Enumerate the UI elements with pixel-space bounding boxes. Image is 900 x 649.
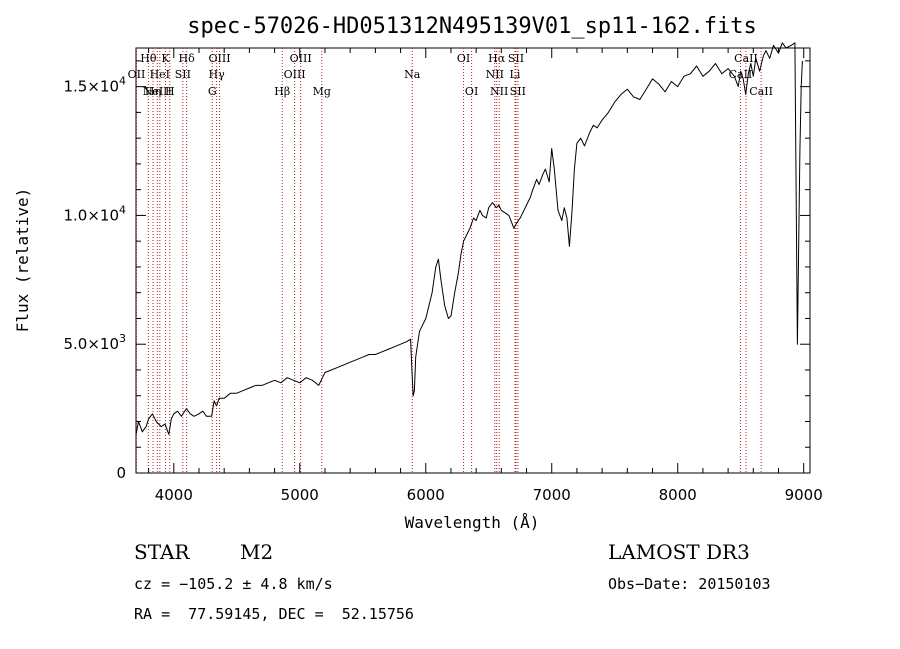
line-marker-label: CaII (749, 85, 773, 98)
line-marker-label: OII (128, 68, 146, 81)
y-axis-label: Flux (relative) (13, 188, 32, 333)
line-marker-label: Hβ (274, 85, 290, 98)
spectrum-line (135, 42, 803, 435)
line-marker-label: K (161, 52, 170, 65)
x-tick-label: 9000 (785, 486, 823, 504)
x-axis-label: Wavelength (Å) (405, 513, 540, 532)
spectrum-series (135, 42, 803, 435)
ra-dec: RA = 77.59145, DEC = 52.15756 (134, 605, 414, 623)
object-class: STAR (134, 540, 190, 564)
line-marker-label: OI (465, 85, 478, 98)
plot-frame (135, 47, 811, 474)
line-marker-label: Hα (488, 52, 506, 65)
line-marker-label: OIII (290, 52, 312, 65)
line-marker-label: Mg (313, 85, 331, 98)
y-tick-label: 1.0×104 (63, 203, 126, 224)
line-marker-label: G (208, 85, 217, 98)
y-tick-mantissa: 5.0×10 (63, 335, 119, 353)
line-marker-label: Hδ (179, 52, 196, 65)
line-marker-label: OIII (208, 52, 230, 65)
line-marker-label: SII (508, 52, 524, 65)
line-marker-label: CaII (734, 52, 758, 65)
y-tick-label: 1.5×104 (63, 75, 126, 96)
y-tick-exponent: 4 (119, 75, 126, 88)
x-tick-label: 6000 (407, 486, 445, 504)
y-tick-label: 0 (116, 464, 126, 482)
line-marker-label: Hγ (209, 68, 226, 81)
y-tick-exponent: 3 (119, 332, 126, 345)
observation-date: Obs−Date: 20150103 (608, 575, 771, 593)
y-tick-mantissa: 1.0×10 (63, 206, 119, 224)
line-marker-label: NeIII (143, 85, 172, 98)
line-marker-label: OIII (284, 68, 306, 81)
line-marker-label: HeI (150, 68, 170, 81)
y-tick-exponent: 4 (119, 203, 126, 216)
y-tick-mantissa: 1.5×10 (63, 78, 119, 96)
redshift-cz: cz = −105.2 ± 4.8 km/s (134, 575, 333, 593)
line-marker-label: NII (490, 85, 508, 98)
survey-name: LAMOST DR3 (608, 540, 750, 564)
line-marker-label: SII (175, 68, 191, 81)
spectral-line-markers: OIIHθHηNeIIIHeIKHSIIHδGHγOIIIHβOIIIOIIIM… (128, 48, 773, 473)
axis-ticks: 4000 5000 6000 7000 8000 900005.0×1031.0×1041… (63, 48, 823, 504)
line-marker-label: Hη (145, 85, 161, 98)
object-subclass: M2 (240, 540, 273, 564)
line-marker-label: OI (457, 52, 470, 65)
y-tick-mantissa: 0 (116, 464, 126, 482)
line-marker-label: H (165, 85, 175, 98)
x-tick-label: 7000 (533, 486, 571, 504)
line-marker-label: Hθ (140, 52, 157, 65)
line-marker-label: Li (510, 68, 521, 81)
x-tick-label: 4000 (155, 486, 193, 504)
chart-title: spec-57026-HD051312N495139V01_sp11-162.f… (187, 14, 757, 39)
line-marker-label: Na (404, 68, 421, 81)
y-tick-label: 5.0×103 (63, 332, 126, 353)
x-tick-label: 5000 (281, 486, 319, 504)
x-tick-label: 8000 (659, 486, 697, 504)
line-marker-label: NII (486, 68, 504, 81)
line-marker-label: SII (510, 85, 526, 98)
